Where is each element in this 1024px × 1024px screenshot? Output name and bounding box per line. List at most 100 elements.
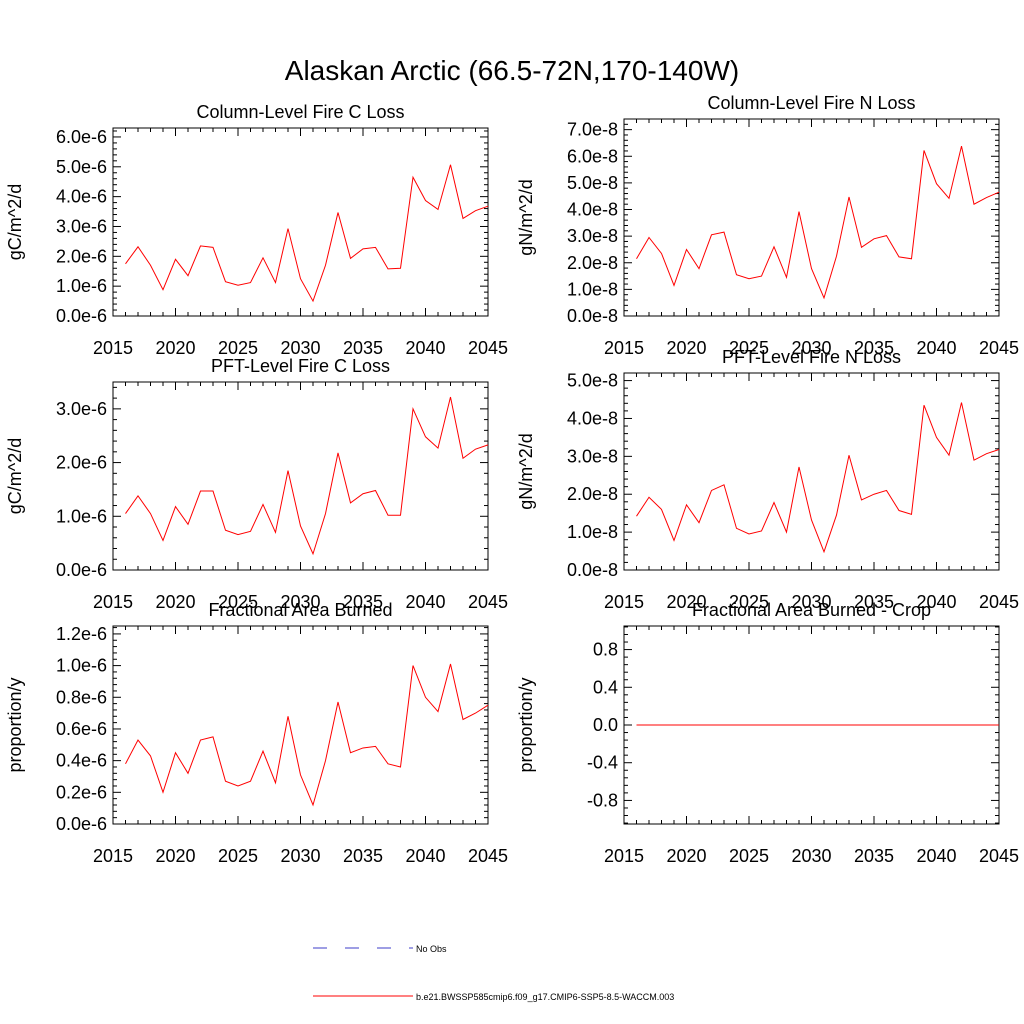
x-tick-label: 2025: [218, 338, 258, 358]
x-tick-label: 2040: [916, 846, 956, 866]
y-tick-label: 5.0e-6: [56, 157, 107, 177]
y-tick-label: 0.2e-6: [56, 782, 107, 802]
x-tick-label: 2040: [916, 592, 956, 612]
y-tick-label: 2.0e-6: [56, 246, 107, 266]
panel-title: Column-Level Fire N Loss: [707, 93, 915, 113]
panel-title: PFT-Level Fire N Loss: [722, 347, 901, 367]
x-tick-label: 2020: [666, 592, 706, 612]
chart-panel-1: Column-Level Fire C Loss 2015 2020 2025 2030…: [5, 102, 508, 358]
y-tick-label: 4.0e-6: [56, 187, 107, 207]
y-tick-label: 0.0e-8: [567, 306, 618, 326]
legend: No Obs b.e21.BWSSP585cmip6.f09_g17.CMIP6…: [313, 944, 674, 1002]
y-tick-label: 1.0e-6: [56, 276, 107, 296]
y-tick-label: 0.8e-6: [56, 687, 107, 707]
y-tick-label: 1.0e-6: [56, 506, 107, 526]
x-tick-label: 2045: [468, 338, 508, 358]
x-tick-label: 2045: [468, 846, 508, 866]
y-tick-label: 0.0e-6: [56, 306, 107, 326]
x-tick-label: 2015: [604, 338, 644, 358]
y-tick-label: 3.0e-8: [567, 446, 618, 466]
y-tick-label: 6.0e-8: [567, 146, 618, 166]
x-tick-label: 2045: [468, 592, 508, 612]
x-tick-label: 2030: [280, 592, 320, 612]
y-tick-label: 0.6e-6: [56, 719, 107, 739]
y-axis-label: gN/m^2/d: [516, 433, 536, 509]
y-axis-label: proportion/y: [516, 677, 536, 772]
panels-group: Column-Level Fire C Loss 2015 2020 2025 2030…: [5, 93, 1019, 866]
y-tick-label: 0.8: [593, 640, 618, 660]
chart-panel-4: PFT-Level Fire N Loss 2015 2020 2025 2030 203…: [516, 347, 1019, 612]
x-tick-label: 2015: [604, 592, 644, 612]
page-title: Alaskan Arctic (66.5-72N,170-140W): [285, 55, 739, 86]
legend-label-model: b.e21.BWSSP585cmip6.f09_g17.CMIP6-SSP5-8…: [416, 992, 674, 1002]
panel-title: PFT-Level Fire C Loss: [211, 356, 390, 376]
y-axis-label: proportion/y: [5, 677, 25, 772]
series-line-model: [125, 663, 489, 807]
x-tick-label: 2035: [854, 592, 894, 612]
y-tick-label: 1.0e-6: [56, 656, 107, 676]
y-tick-label: 7.0e-8: [567, 120, 618, 140]
x-tick-label: 2045: [979, 338, 1019, 358]
x-tick-label: 2025: [729, 592, 769, 612]
chart-panel-2: Column-Level Fire N Loss 2015 2020 2025 2030…: [516, 93, 1019, 358]
x-tick-label: 2025: [729, 338, 769, 358]
x-tick-label: 2035: [343, 592, 383, 612]
y-tick-label: -0.8: [587, 790, 618, 810]
chart-panel-5: Fractional Area Burned 2015 2020 2025 2030 20…: [5, 600, 508, 866]
y-tick-label: 5.0e-8: [567, 371, 618, 391]
y-tick-label: 5.0e-8: [567, 173, 618, 193]
x-tick-label: 2020: [666, 846, 706, 866]
y-tick-label: 3.0e-8: [567, 226, 618, 246]
y-tick-label: 2.0e-6: [56, 453, 107, 473]
y-axis-label: gN/m^2/d: [516, 179, 536, 255]
y-tick-label: 0.4: [593, 677, 618, 697]
x-tick-label: 2015: [604, 846, 644, 866]
plot-frame: [112, 625, 489, 825]
y-tick-label: 1.0e-8: [567, 522, 618, 542]
y-tick-label: 0.0: [593, 715, 618, 735]
y-tick-label: 2.0e-8: [567, 484, 618, 504]
y-tick-label: 0.0e-6: [56, 560, 107, 580]
chart-panel-3: PFT-Level Fire C Loss 2015 2020 2025 2030 203…: [5, 356, 508, 612]
x-tick-label: 2045: [979, 846, 1019, 866]
series-line-model: [636, 402, 1000, 554]
y-tick-label: 6.0e-6: [56, 127, 107, 147]
x-tick-label: 2035: [854, 338, 894, 358]
plot-frame: [623, 372, 1000, 571]
y-tick-label: 0.4e-6: [56, 751, 107, 771]
y-tick-label: 0.0e-8: [567, 560, 618, 580]
legend-label-no-obs: No Obs: [416, 944, 447, 954]
x-tick-label: 2020: [666, 338, 706, 358]
x-tick-label: 2025: [218, 592, 258, 612]
x-tick-label: 2025: [218, 846, 258, 866]
y-tick-label: 2.0e-8: [567, 253, 618, 273]
x-tick-label: 2030: [791, 338, 831, 358]
y-tick-label: 1.2e-6: [56, 624, 107, 644]
x-tick-label: 2030: [791, 592, 831, 612]
series-line-model: [125, 164, 489, 303]
y-tick-label: 3.0e-6: [56, 216, 107, 236]
x-tick-label: 2035: [854, 846, 894, 866]
x-tick-label: 2030: [280, 338, 320, 358]
y-tick-label: 3.0e-6: [56, 399, 107, 419]
x-tick-label: 2020: [155, 846, 195, 866]
x-tick-label: 2030: [791, 846, 831, 866]
x-tick-label: 2045: [979, 592, 1019, 612]
series-line-model: [636, 146, 1000, 300]
x-tick-label: 2015: [93, 592, 133, 612]
x-tick-label: 2025: [729, 846, 769, 866]
chart-panel-6: Fractional Area Burned - Crop 2015 2020 202…: [516, 600, 1019, 866]
x-tick-label: 2015: [93, 338, 133, 358]
x-tick-label: 2020: [155, 338, 195, 358]
x-tick-label: 2040: [405, 846, 445, 866]
x-tick-label: 2040: [405, 592, 445, 612]
plot-frame: [112, 127, 489, 317]
y-tick-label: 4.0e-8: [567, 408, 618, 428]
x-tick-label: 2040: [405, 338, 445, 358]
series-line-model: [125, 396, 489, 556]
x-tick-label: 2035: [343, 338, 383, 358]
y-tick-label: -0.4: [587, 753, 618, 773]
panel-title: Column-Level Fire C Loss: [196, 102, 404, 122]
panel-title: Fractional Area Burned - Crop: [692, 600, 931, 620]
